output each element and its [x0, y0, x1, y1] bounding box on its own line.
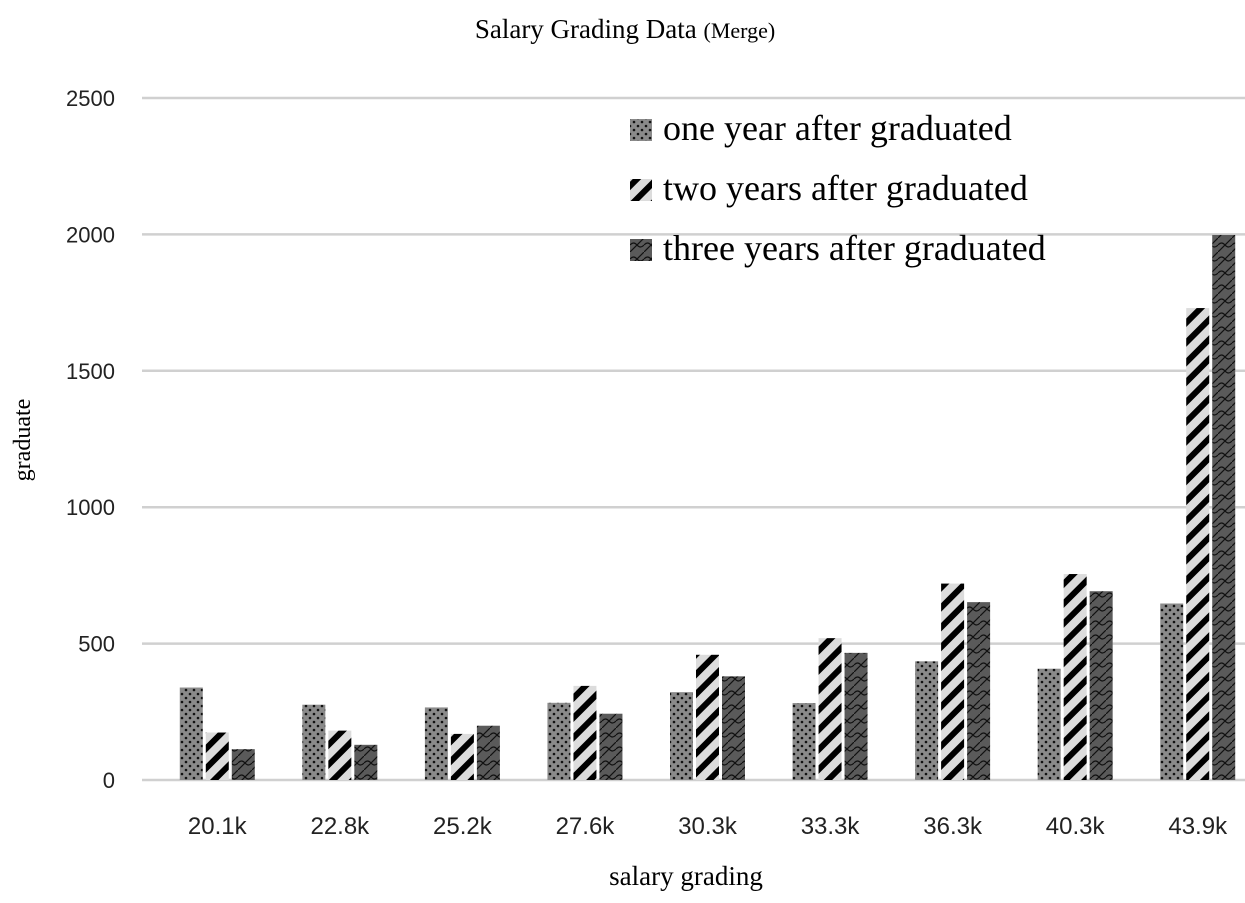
bar-27.6k-series-3 [599, 713, 623, 780]
bar-22.8k-series-3 [354, 744, 378, 780]
bar-36.3k-series-3 [967, 602, 991, 780]
y-tick-label: 1000 [66, 495, 115, 520]
bar-36.3k-series-2 [941, 583, 965, 780]
bar-43.9k-series-2 [1186, 308, 1210, 780]
legend-label: two years after graduated [663, 168, 1028, 208]
x-tick-label: 43.9k [1168, 813, 1228, 840]
chart-title: Salary Grading Data (Merge) [475, 14, 775, 44]
y-axis-label: graduate [10, 399, 36, 482]
bar-20.1k-series-3 [231, 749, 255, 780]
bar-36.3k-series-1 [915, 661, 939, 780]
legend-label: one year after graduated [663, 108, 1012, 148]
bar-40.3k-series-3 [1089, 591, 1113, 780]
bar-20.1k-series-2 [205, 732, 229, 780]
legend: one year after graduated two years after … [630, 108, 1046, 268]
x-tick-label: 36.3k [923, 813, 983, 840]
x-tick-label: 27.6k [556, 813, 616, 840]
bar-33.3k-series-1 [792, 703, 816, 780]
bar-43.9k-series-3 [1212, 234, 1236, 780]
bar-25.2k-series-2 [450, 733, 474, 780]
x-tick-label: 22.8k [310, 813, 370, 840]
bar-33.3k-series-2 [818, 638, 842, 780]
bar-30.3k-series-3 [722, 676, 745, 780]
x-axis-label: salary grading [609, 861, 763, 891]
bar-30.3k-series-1 [670, 692, 693, 780]
bar-25.2k-series-1 [424, 707, 448, 780]
x-tick-label: 40.3k [1046, 813, 1106, 840]
bar-33.3k-series-3 [844, 652, 868, 780]
y-tick-label: 500 [78, 632, 115, 657]
legend-swatch-2 [630, 179, 652, 201]
bar-22.8k-series-1 [302, 704, 326, 780]
x-tick-label: 20.1k [188, 813, 248, 840]
x-tick-label: 33.3k [801, 813, 861, 840]
y-tick-label: 1500 [66, 359, 115, 384]
y-tick-label: 2500 [66, 86, 115, 111]
x-tick-label: 30.3k [678, 813, 738, 840]
bar-22.8k-series-2 [328, 730, 352, 780]
bar-27.6k-series-1 [547, 702, 571, 780]
bar-27.6k-series-2 [573, 685, 597, 780]
legend-swatch-3 [630, 239, 652, 261]
bar-43.9k-series-1 [1160, 603, 1184, 780]
legend-label: three years after graduated [663, 228, 1046, 268]
bar-30.3k-series-2 [696, 654, 719, 780]
y-tick-label: 2000 [66, 222, 115, 247]
bar-25.2k-series-3 [476, 725, 500, 780]
bar-20.1k-series-1 [179, 687, 203, 780]
legend-swatch-1 [630, 119, 652, 141]
bar-40.3k-series-1 [1037, 668, 1061, 780]
bar-40.3k-series-2 [1063, 574, 1087, 780]
y-tick-label: 0 [103, 768, 115, 793]
x-tick-label: 25.2k [433, 813, 493, 840]
